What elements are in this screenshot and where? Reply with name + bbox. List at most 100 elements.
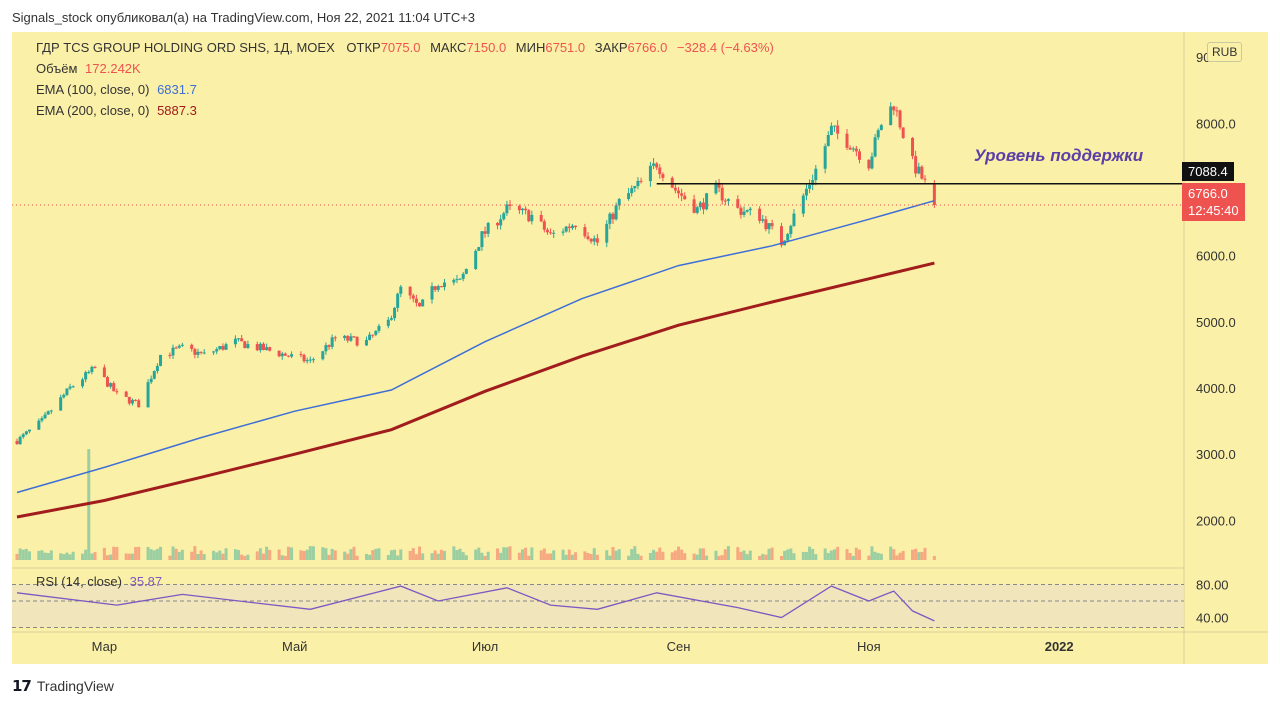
candle-body bbox=[499, 219, 503, 226]
candle-body bbox=[130, 399, 134, 404]
volume-bar bbox=[308, 546, 312, 560]
volume-bar bbox=[589, 554, 593, 560]
candle-body bbox=[90, 366, 94, 372]
candle-body bbox=[112, 383, 116, 392]
candle-body bbox=[321, 351, 325, 360]
candle-body bbox=[595, 238, 599, 243]
volume-bar bbox=[280, 555, 284, 560]
candle-body bbox=[414, 298, 418, 303]
volume-bar bbox=[112, 546, 116, 560]
volume-bar bbox=[636, 553, 640, 560]
volume-bar bbox=[81, 553, 85, 560]
candle-body bbox=[93, 366, 97, 368]
volume-bar bbox=[433, 550, 437, 560]
candle-body bbox=[658, 167, 662, 175]
chart-area[interactable]: 9000.08000.06000.05000.04000.03000.02000… bbox=[12, 32, 1268, 664]
volume-bar bbox=[15, 553, 19, 560]
candle-body bbox=[923, 178, 927, 180]
candle-body bbox=[411, 295, 415, 299]
volume-bar bbox=[71, 551, 75, 560]
volume-bar bbox=[714, 550, 718, 560]
candle-body bbox=[418, 302, 422, 307]
volume-bar bbox=[190, 551, 194, 560]
volume-bar bbox=[630, 549, 634, 560]
volume-bar bbox=[286, 546, 290, 560]
candle-body bbox=[823, 146, 827, 169]
volume-bar bbox=[352, 546, 356, 560]
volume-bar bbox=[811, 548, 815, 560]
candle-body bbox=[539, 214, 543, 222]
volume-bar bbox=[499, 552, 503, 560]
volume-bar bbox=[146, 546, 150, 560]
volume-bar bbox=[661, 551, 665, 560]
volume-bar bbox=[932, 555, 936, 560]
volume-bar bbox=[149, 549, 153, 560]
volume-bar bbox=[343, 551, 347, 560]
candle-body bbox=[920, 166, 924, 179]
chart-canvas[interactable]: 9000.08000.06000.05000.04000.03000.02000… bbox=[12, 32, 1268, 664]
candle-body bbox=[692, 199, 696, 213]
volume-bar bbox=[486, 551, 490, 560]
candle-body bbox=[308, 359, 312, 361]
candle-body bbox=[530, 214, 534, 222]
volume-bar bbox=[692, 553, 696, 560]
volume-bar bbox=[62, 554, 66, 560]
candle-body bbox=[389, 318, 393, 320]
volume-bar bbox=[477, 547, 481, 560]
candle-body bbox=[564, 226, 568, 232]
candle-body bbox=[742, 211, 746, 215]
volume-bar bbox=[720, 555, 724, 560]
volume-bar bbox=[221, 553, 225, 560]
volume-bar bbox=[701, 548, 705, 560]
volume-bar bbox=[851, 555, 855, 560]
candle-body bbox=[592, 238, 596, 242]
candle-body bbox=[911, 137, 915, 157]
candle-body bbox=[137, 400, 141, 408]
volume-bar bbox=[302, 551, 306, 560]
volume-bar bbox=[371, 550, 375, 560]
candle-body bbox=[748, 208, 752, 211]
volume-bar bbox=[127, 553, 131, 560]
legend-open-value: 7075.0 bbox=[380, 40, 421, 55]
volume-bar bbox=[374, 548, 378, 560]
volume-bar bbox=[137, 546, 141, 560]
candle-body bbox=[683, 195, 687, 200]
candle-body bbox=[237, 338, 241, 340]
candle-body bbox=[633, 186, 637, 189]
candle-body bbox=[826, 134, 830, 147]
candle-body bbox=[246, 344, 250, 349]
candle-body bbox=[215, 349, 219, 352]
volume-bar bbox=[159, 546, 163, 560]
volume-bar bbox=[171, 546, 175, 560]
volume-bar bbox=[21, 549, 25, 560]
price-tick-label: 8000.0 bbox=[1196, 116, 1236, 131]
volume-bar bbox=[823, 548, 827, 560]
volume-bar bbox=[586, 552, 590, 560]
candle-body bbox=[714, 182, 718, 194]
volume-bar bbox=[155, 548, 159, 560]
candle-body bbox=[652, 163, 656, 166]
currency-badge[interactable]: RUB bbox=[1207, 42, 1243, 62]
volume-bar bbox=[898, 552, 902, 560]
candle-body bbox=[586, 236, 590, 239]
volume-bar bbox=[265, 546, 269, 560]
time-tick-label: Ноя bbox=[857, 639, 881, 654]
volume-bar bbox=[605, 550, 609, 560]
candle-body bbox=[486, 222, 490, 234]
legend-low-label: МИН bbox=[515, 40, 546, 55]
candle-body bbox=[723, 200, 727, 202]
candle-body bbox=[68, 386, 72, 389]
volume-bar bbox=[595, 554, 599, 560]
legend-ema200-value: 5887.3 bbox=[157, 103, 197, 118]
rsi-line bbox=[16, 585, 935, 622]
candle-body bbox=[37, 420, 41, 430]
candle-body bbox=[299, 354, 303, 356]
volume-bar bbox=[717, 555, 721, 560]
candle-body bbox=[196, 351, 200, 355]
volume-bar bbox=[418, 546, 422, 560]
candle-body bbox=[84, 372, 88, 380]
candle-body bbox=[758, 208, 762, 221]
volume-bar bbox=[520, 549, 524, 560]
volume-bar bbox=[658, 547, 662, 560]
volume-bar bbox=[46, 553, 50, 560]
